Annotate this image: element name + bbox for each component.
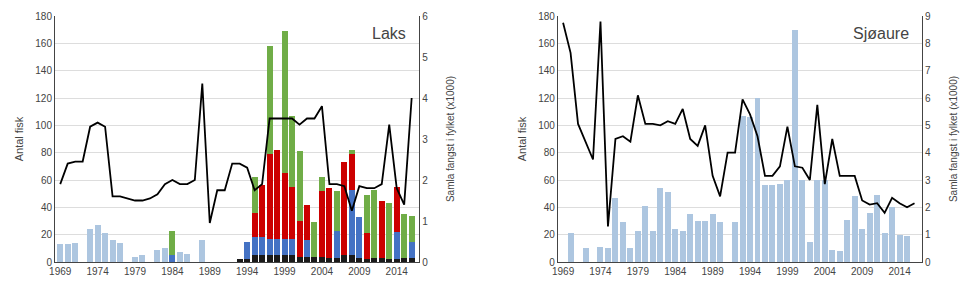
svg-text:140: 140 — [538, 65, 555, 76]
svg-text:2004: 2004 — [311, 266, 334, 277]
svg-text:5: 5 — [422, 52, 428, 63]
svg-text:2: 2 — [422, 175, 428, 186]
svg-text:1989: 1989 — [702, 266, 725, 277]
svg-text:0: 0 — [925, 257, 931, 268]
svg-text:Samla fangst i fylket (x1000): Samla fangst i fylket (x1000) — [948, 76, 959, 202]
svg-text:20: 20 — [544, 229, 556, 240]
svg-text:4: 4 — [422, 93, 428, 104]
svg-text:1969: 1969 — [49, 266, 72, 277]
svg-text:60: 60 — [544, 175, 556, 186]
svg-text:2009: 2009 — [851, 266, 874, 277]
svg-text:40: 40 — [41, 202, 53, 213]
svg-text:2014: 2014 — [888, 266, 911, 277]
svg-text:3: 3 — [925, 175, 931, 186]
svg-text:1984: 1984 — [664, 266, 687, 277]
svg-text:1969: 1969 — [552, 266, 575, 277]
svg-text:Antal fisk: Antal fisk — [516, 116, 528, 161]
svg-text:80: 80 — [41, 147, 53, 158]
svg-text:Laks: Laks — [372, 25, 406, 42]
svg-text:1979: 1979 — [124, 266, 147, 277]
svg-text:0: 0 — [46, 257, 52, 268]
svg-text:2: 2 — [925, 202, 931, 213]
svg-text:160: 160 — [35, 38, 52, 49]
svg-text:120: 120 — [538, 93, 555, 104]
svg-text:1974: 1974 — [589, 266, 612, 277]
svg-text:1: 1 — [925, 229, 931, 240]
svg-text:1994: 1994 — [739, 266, 762, 277]
svg-text:40: 40 — [544, 202, 556, 213]
svg-text:8: 8 — [925, 38, 931, 49]
svg-text:20: 20 — [41, 229, 53, 240]
svg-text:100: 100 — [538, 120, 555, 131]
svg-text:5: 5 — [925, 120, 931, 131]
svg-text:80: 80 — [544, 147, 556, 158]
svg-text:120: 120 — [35, 93, 52, 104]
svg-text:60: 60 — [41, 175, 53, 186]
svg-text:2014: 2014 — [386, 266, 409, 277]
svg-text:1994: 1994 — [236, 266, 259, 277]
svg-text:160: 160 — [538, 38, 555, 49]
svg-text:7: 7 — [925, 65, 931, 76]
svg-text:1989: 1989 — [199, 266, 222, 277]
svg-text:1984: 1984 — [161, 266, 184, 277]
svg-text:Sjøaure: Sjøaure — [853, 25, 909, 42]
svg-text:1974: 1974 — [86, 266, 109, 277]
svg-text:9: 9 — [925, 11, 931, 22]
svg-text:2009: 2009 — [348, 266, 371, 277]
svg-text:0: 0 — [422, 257, 428, 268]
svg-text:0: 0 — [549, 257, 555, 268]
svg-text:1999: 1999 — [776, 266, 799, 277]
svg-text:2004: 2004 — [814, 266, 837, 277]
svg-text:6: 6 — [422, 11, 428, 22]
svg-text:1999: 1999 — [273, 266, 296, 277]
svg-text:1: 1 — [422, 216, 428, 227]
svg-text:180: 180 — [538, 11, 555, 22]
svg-text:Antal fisk: Antal fisk — [13, 116, 25, 161]
svg-text:Samla fangst i fylket (x1000): Samla fangst i fylket (x1000) — [445, 76, 456, 202]
svg-text:140: 140 — [35, 65, 52, 76]
svg-text:4: 4 — [925, 147, 931, 158]
svg-text:100: 100 — [35, 120, 52, 131]
svg-text:6: 6 — [925, 93, 931, 104]
svg-text:1979: 1979 — [627, 266, 650, 277]
svg-text:3: 3 — [422, 134, 428, 145]
svg-text:180: 180 — [35, 11, 52, 22]
